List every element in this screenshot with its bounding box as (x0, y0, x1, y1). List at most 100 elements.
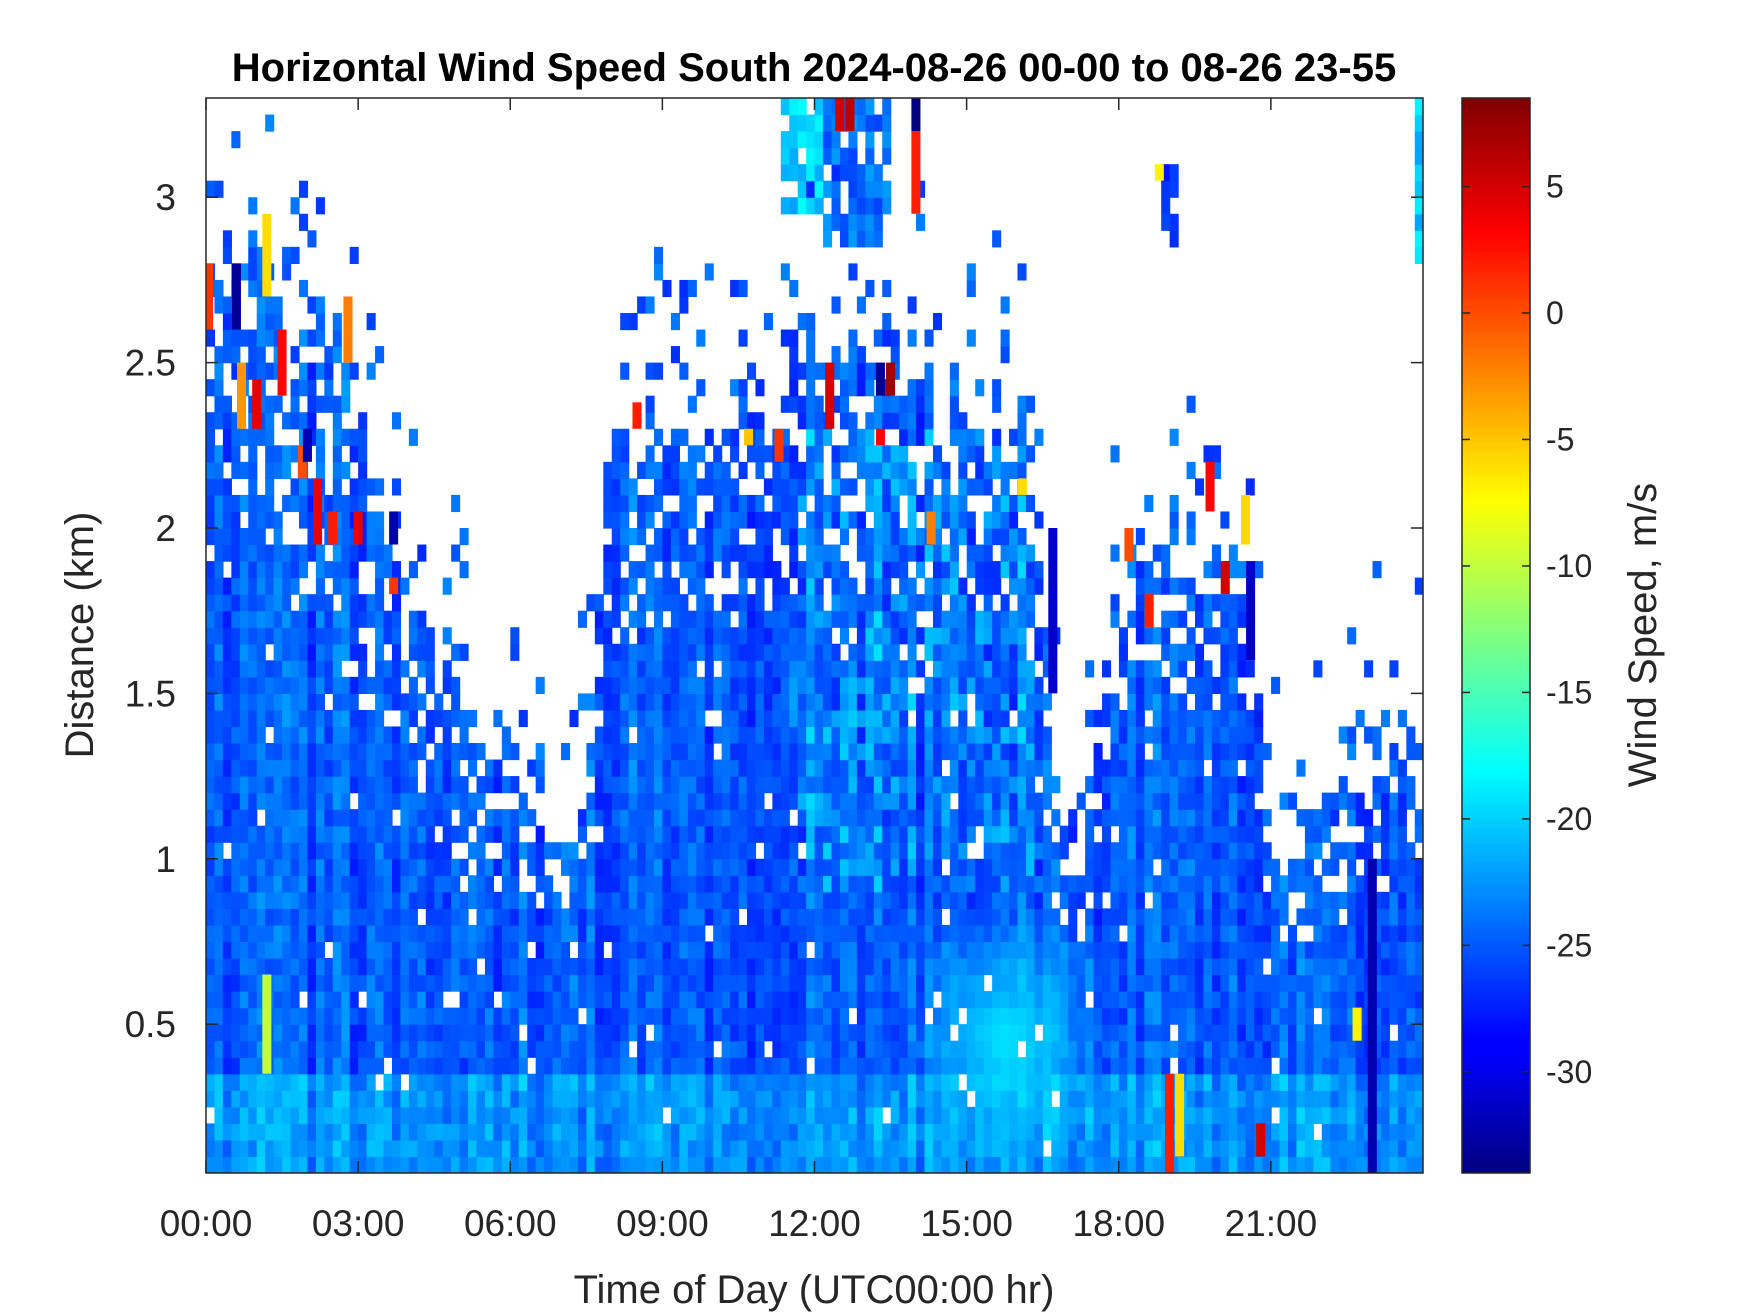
heatmap-cell (290, 709, 300, 728)
heatmap-cell (679, 991, 689, 1009)
heatmap-cell (763, 528, 773, 546)
heatmap-cell (468, 1156, 478, 1173)
heatmap-cell (493, 1090, 503, 1108)
heatmap-cell (1000, 461, 1010, 479)
heatmap-cell (518, 1090, 528, 1108)
heatmap-cell (290, 726, 300, 744)
heatmap-cell (1025, 891, 1036, 909)
heatmap-cell (569, 709, 579, 728)
heatmap-cell (222, 230, 232, 248)
heatmap-cell (349, 494, 359, 513)
heatmap-cell (1228, 676, 1238, 694)
heatmap-cell (298, 478, 309, 496)
heatmap-cell (1203, 610, 1213, 628)
heatmap-cell (873, 445, 883, 463)
heatmap-cell (1254, 924, 1264, 943)
heatmap-cell (704, 610, 714, 628)
heatmap-cell (1262, 842, 1272, 860)
heatmap-cell (907, 908, 917, 926)
heatmap-cell (307, 1156, 317, 1173)
heatmap-cell (1059, 924, 1069, 943)
heatmap-cell (814, 610, 824, 628)
heatmap-cell (654, 958, 664, 976)
heatmap-cell (882, 279, 892, 298)
heatmap-cell (654, 643, 664, 661)
heatmap-cell (1017, 842, 1027, 860)
heatmap-cell (1304, 1057, 1314, 1075)
heatmap-cell (332, 1156, 342, 1173)
heatmap-cell (239, 693, 249, 711)
heatmap-cell (797, 958, 807, 976)
heatmap-cell (290, 858, 300, 876)
heatmap-cell (265, 428, 275, 446)
heatmap-cell (1085, 1106, 1095, 1124)
heatmap-cell (290, 544, 300, 562)
heatmap-cell (256, 412, 266, 430)
heatmap-cell (256, 891, 266, 909)
heatmap-cell (780, 858, 790, 876)
heatmap-cell (899, 1106, 909, 1124)
heatmap-cell (468, 842, 478, 860)
heatmap-cell (1042, 1057, 1052, 1075)
heatmap-cell (806, 693, 816, 711)
heatmap-cell (1169, 875, 1179, 893)
heatmap-cell (1169, 958, 1179, 976)
heatmap-cell (1000, 743, 1010, 761)
heatmap-cell (806, 1090, 816, 1108)
heatmap-cell (882, 594, 892, 612)
heatmap-cell (391, 825, 402, 843)
heatmap-cell (746, 875, 757, 893)
heatmap-cell (848, 825, 858, 843)
heatmap-cell (1127, 1073, 1137, 1091)
heatmap-cell (1321, 924, 1331, 943)
heatmap-cell (899, 709, 909, 728)
heatmap-cell (924, 362, 934, 380)
heatmap-cell (1169, 1040, 1179, 1058)
heatmap-cell (696, 1139, 706, 1158)
heatmap-cell (823, 511, 833, 529)
heatmap-cell (772, 858, 782, 876)
heatmap-cell (865, 445, 875, 463)
heatmap-cell (298, 1040, 309, 1058)
heatmap-cell (1118, 1057, 1128, 1075)
heatmap-cell (907, 1090, 917, 1108)
heatmap-cell (873, 1123, 883, 1141)
heatmap-cell (1186, 825, 1196, 843)
heatmap-cell (696, 709, 706, 728)
heatmap-cell (1000, 958, 1010, 976)
heatmap-cell (899, 1024, 909, 1042)
heatmap-cell (1152, 1007, 1162, 1025)
heatmap-cell (332, 660, 342, 678)
heatmap-cell (645, 1073, 655, 1091)
heatmap-cell (679, 858, 689, 876)
heatmap-cell (417, 891, 427, 909)
heatmap-cell (1152, 809, 1162, 827)
heatmap-cell (425, 1106, 435, 1124)
heatmap-cell (882, 875, 892, 893)
heatmap-cell (1228, 1024, 1238, 1042)
heatmap-cell (248, 263, 258, 281)
heatmap-cell (1220, 825, 1230, 843)
heatmap-cell (848, 941, 858, 959)
heatmap-cell (856, 428, 866, 446)
heatmap-cell (654, 858, 664, 876)
heatmap-cell (1093, 1139, 1103, 1158)
heatmap-cell (941, 561, 951, 579)
heatmap-cell (1068, 1106, 1078, 1124)
heatmap-cell (349, 594, 359, 612)
heatmap-cell (1093, 1156, 1103, 1173)
heatmap-cell (527, 842, 537, 860)
heatmap-cell (256, 379, 266, 397)
heatmap-cell (916, 1106, 926, 1124)
heatmap-cell (755, 660, 765, 678)
heatmap-cell (873, 197, 883, 215)
heatmap-cell (1228, 544, 1238, 562)
heatmap-cell (256, 329, 266, 347)
heatmap-cell (806, 1156, 816, 1173)
heatmap-cell (349, 428, 359, 446)
heatmap-cell (1085, 941, 1095, 959)
heatmap-cell (1034, 1139, 1044, 1158)
heatmap-cell (476, 1139, 486, 1158)
heatmap-cell (214, 1139, 224, 1158)
heatmap-cell (628, 528, 638, 546)
